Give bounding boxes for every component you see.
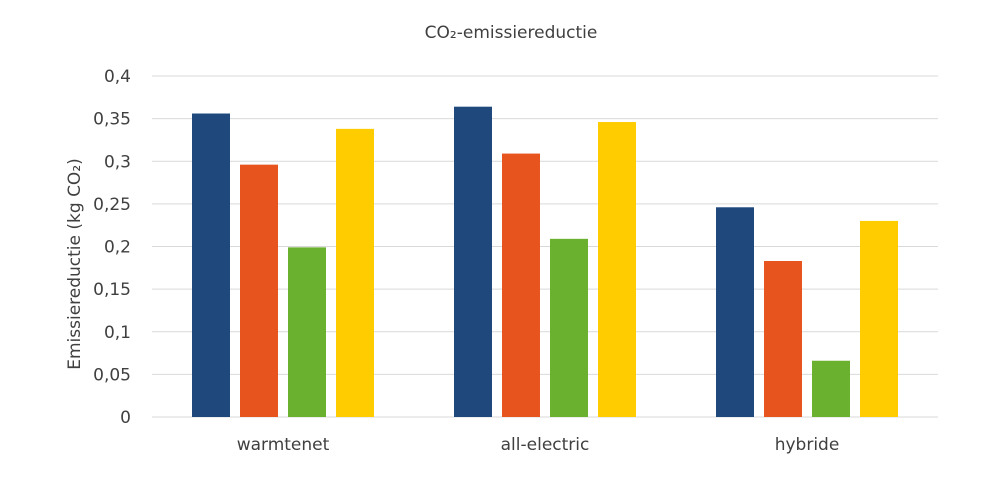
bar-hybride-1 [716,207,754,417]
y-tick-label: 0,3 [104,152,131,172]
chart-title: CO₂-emissiereductie [425,23,598,43]
bar-hybride-4 [860,220,898,417]
y-tick-label: 0,2 [104,238,131,258]
x-category-label: warmtenet [237,435,330,455]
y-tick-label: 0,05 [93,365,131,385]
bar-hybride-2 [764,260,802,417]
y-tick-label: 0,1 [104,323,131,343]
x-category-label: hybride [775,435,840,455]
y-tick-label: 0,15 [93,280,131,300]
bar-all-electric-3 [550,238,588,417]
bar-all-electric-4 [598,122,636,417]
x-category-label: all-electric [501,435,590,455]
x-axis-categories: warmtenet all-electric hybride [237,435,840,455]
y-tick-label: 0 [120,408,131,428]
y-tick-label: 0,35 [93,110,131,130]
y-axis-ticks: 0 0,05 0,1 0,15 0,2 0,25 0,3 0,35 0,4 [93,67,131,428]
bar-warmtenet-4 [336,128,374,418]
gridlines [152,75,938,418]
y-tick-label: 0,4 [104,67,131,87]
bar-warmtenet-1 [192,113,230,417]
bar-all-electric-2 [502,153,540,417]
y-tick-label: 0,25 [93,195,131,215]
bar-warmtenet-3 [288,247,326,417]
bar-warmtenet-2 [240,164,278,417]
bars [192,106,898,418]
bar-hybride-3 [812,360,850,417]
bar-all-electric-1 [454,106,492,417]
y-axis-title: Emissiereductie (kg CO₂) [65,158,85,370]
